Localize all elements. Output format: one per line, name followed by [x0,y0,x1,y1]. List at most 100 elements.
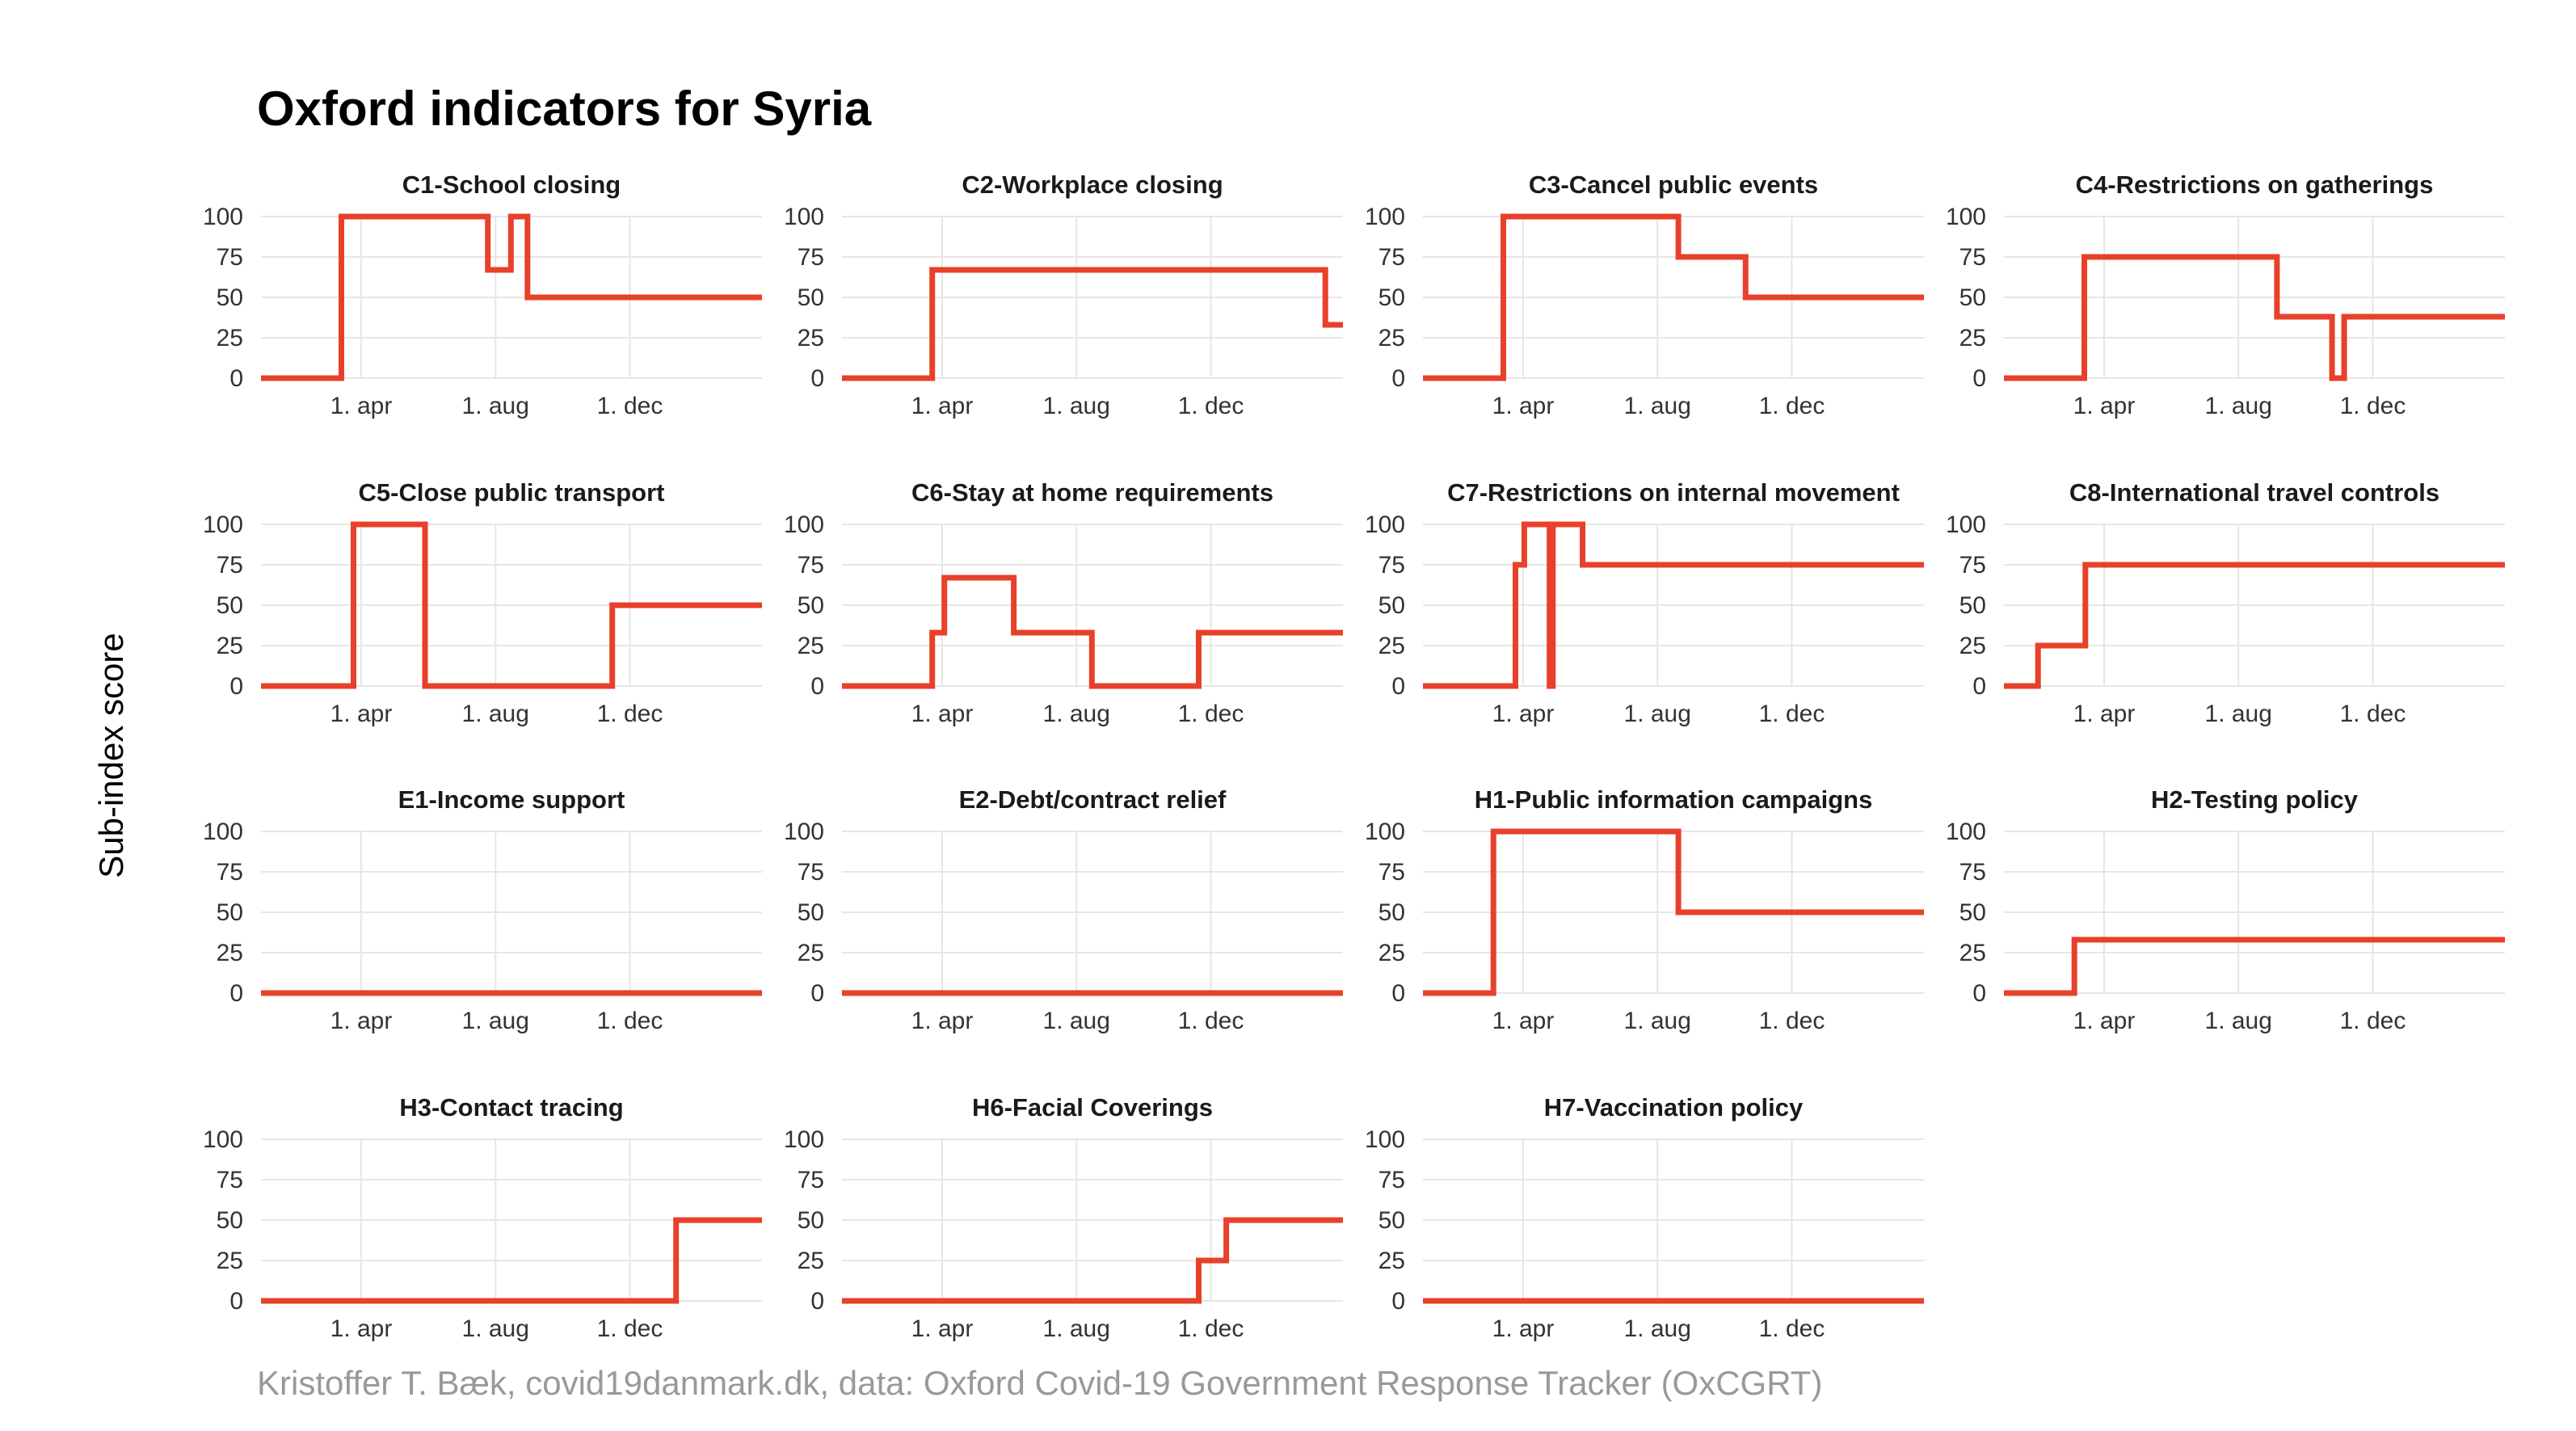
x-tick-label: 1. apr [1492,1315,1555,1342]
y-tick-label: 50 [1378,1207,1405,1234]
y-tick-label: 50 [798,284,824,311]
x-tick-label: 1. aug [462,1008,529,1034]
y-tick-label: 100 [1365,1126,1405,1153]
y-tick-label: 75 [1959,859,1986,886]
x-tick-label: 1. apr [2073,701,2136,727]
y-tick-label: 75 [1378,244,1405,271]
series-line [1423,521,1924,689]
y-tick-label: 50 [1959,899,1986,926]
y-tick-label: 75 [798,552,824,579]
y-tick-label: 100 [784,511,824,538]
y-tick-label: 25 [1378,633,1405,659]
y-tick-label: 75 [217,1167,243,1193]
x-tick-label: 1. apr [330,701,393,727]
x-tick-label: 1. dec [1759,1008,1825,1034]
x-tick-label: 1. apr [2073,1008,2136,1034]
panel-title: C1-School closing [402,170,621,199]
y-tick-label: 0 [229,673,243,700]
y-tick-label: 0 [1972,673,1986,700]
y-tick-label: 75 [798,244,824,271]
y-tick-label: 75 [1378,1167,1405,1193]
x-tick-label: 1. dec [2340,1008,2406,1034]
panel-3: 0 25 50 75 100 1. apr 1. aug 1. dec C3-Cancel pu… [1365,170,1924,419]
panel-title: C6-Stay at home requirements [911,478,1273,507]
panel-13: 0 25 50 75 100 1. apr 1. aug 1. dec H3-Contact t… [203,1093,762,1342]
x-tick-label: 1. apr [330,1008,393,1034]
y-tick-label: 50 [1378,592,1405,619]
y-tick-label: 50 [798,899,824,926]
y-tick-label: 50 [1378,284,1405,311]
panel-title: C2-Workplace closing [962,170,1223,199]
y-tick-label: 50 [217,899,243,926]
x-tick-label: 1. dec [2340,701,2406,727]
y-tick-label: 0 [810,673,824,700]
y-tick-label: 75 [1959,244,1986,271]
y-tick-label: 0 [810,980,824,1007]
panel-title: H3-Contact tracing [399,1093,623,1122]
y-tick-label: 0 [1391,980,1405,1007]
panel-title: C7-Restrictions on internal movement [1447,478,1900,507]
x-tick-label: 1. aug [1043,1315,1110,1342]
y-tick-label: 25 [1378,325,1405,351]
x-tick-label: 1. apr [911,701,974,727]
panel-title: H7-Vaccination policy [1544,1093,1804,1122]
y-tick-label: 25 [217,325,243,351]
y-tick-label: 100 [203,204,243,230]
series-line [1423,828,1924,996]
x-tick-label: 1. apr [330,1315,393,1342]
x-tick-label: 1. aug [1624,701,1691,727]
panel-12: 0 25 50 75 100 1. apr 1. aug 1. dec H2-Testing p… [1946,785,2505,1034]
y-tick-label: 25 [798,940,824,966]
y-tick-label: 0 [810,1288,824,1315]
y-tick-label: 25 [1959,325,1986,351]
x-tick-label: 1. aug [1043,1008,1110,1034]
x-tick-label: 1. aug [2205,1008,2272,1034]
panel-14: 0 25 50 75 100 1. apr 1. aug 1. dec H6-Facial Co… [784,1093,1343,1342]
x-tick-label: 1. dec [2340,393,2406,419]
y-tick-label: 50 [1378,899,1405,926]
x-tick-label: 1. dec [1178,1008,1244,1034]
y-tick-label: 50 [217,592,243,619]
y-tick-label: 100 [784,204,824,230]
panel-title: C3-Cancel public events [1529,170,1818,199]
x-tick-label: 1. aug [1624,1315,1691,1342]
x-tick-label: 1. dec [1759,701,1825,727]
series-line [2004,562,2505,689]
panel-1: 0 25 50 75 100 1. apr 1. aug 1. dec C1-School cl… [203,170,762,419]
x-tick-label: 1. aug [1043,393,1110,419]
series-line [2004,254,2505,381]
series-line [261,213,762,381]
x-tick-label: 1. apr [1492,1008,1555,1034]
panel-9: 0 25 50 75 100 1. apr 1. aug 1. dec E1-Income su… [203,785,762,1034]
panel-title: C4-Restrictions on gatherings [2076,170,2434,199]
panel-11: 0 25 50 75 100 1. apr 1. aug 1. dec H1-Public in… [1365,785,1924,1034]
y-tick-label: 75 [1378,552,1405,579]
y-tick-label: 25 [217,940,243,966]
y-tick-label: 75 [217,859,243,886]
panel-title: H1-Public information campaigns [1475,785,1873,814]
y-tick-label: 75 [217,244,243,271]
y-tick-label: 0 [229,365,243,392]
x-tick-label: 1. apr [330,393,393,419]
series-line [842,267,1343,381]
panel-10: 0 25 50 75 100 1. apr 1. aug 1. dec E2-Debt/cont… [784,785,1343,1034]
x-tick-label: 1. apr [1492,393,1555,419]
y-tick-label: 100 [1365,204,1405,230]
y-tick-label: 100 [1946,204,1986,230]
y-tick-label: 0 [229,1288,243,1315]
y-tick-label: 50 [1959,284,1986,311]
y-tick-label: 25 [798,325,824,351]
y-tick-label: 25 [798,633,824,659]
y-tick-label: 50 [217,284,243,311]
x-tick-label: 1. aug [1043,701,1110,727]
x-tick-label: 1. aug [462,393,529,419]
y-tick-label: 0 [1391,673,1405,700]
panel-title: C5-Close public transport [359,478,665,507]
y-tick-label: 100 [1946,819,1986,845]
x-tick-label: 1. apr [2073,393,2136,419]
y-tick-label: 75 [798,1167,824,1193]
y-tick-label: 75 [798,859,824,886]
panel-title: E1-Income support [398,785,625,814]
x-tick-label: 1. dec [1178,393,1244,419]
